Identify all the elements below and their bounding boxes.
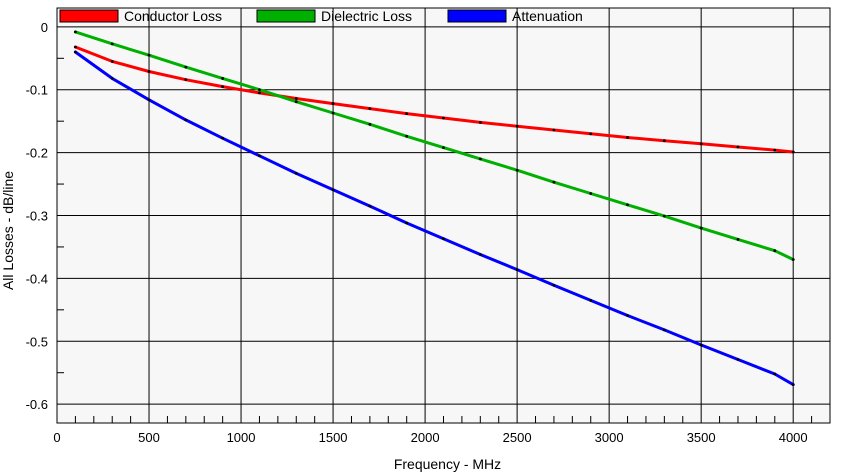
series-2-point-17 xyxy=(699,343,703,347)
y-tick-label-1: -0.1 xyxy=(26,83,48,98)
legend-swatch-1 xyxy=(256,9,316,23)
series-0-point-19 xyxy=(773,148,777,152)
series-1-point-13 xyxy=(552,180,556,184)
series-2-point-3 xyxy=(184,118,188,122)
series-0-point-15 xyxy=(626,136,629,139)
y-tick-label-3: -0.3 xyxy=(26,209,48,224)
y-tick-label-4: -0.4 xyxy=(26,271,48,286)
y-tick-label-6: -0.6 xyxy=(26,397,48,412)
series-1-point-0 xyxy=(74,30,77,34)
y-tick-labels: 0 -0.1 -0.2 -0.3 -0.4 -0.5 -0.6 xyxy=(26,20,48,412)
series-1-point-14 xyxy=(589,192,593,195)
series-0-point-5 xyxy=(258,91,261,95)
x-tick-label-8: 4000 xyxy=(779,430,808,445)
series-0-point-7 xyxy=(331,102,335,105)
y-tick-label-0: 0 xyxy=(41,20,48,35)
series-0-point-8 xyxy=(368,107,372,111)
x-tick-label-2: 1000 xyxy=(227,430,256,445)
series-1-point-19 xyxy=(773,249,777,253)
series-1-point-17 xyxy=(699,226,703,230)
series-2-point-5 xyxy=(258,154,261,158)
legend: Conductor Loss Dielectric Loss Attenuation xyxy=(59,8,583,24)
series-0-point-10 xyxy=(442,116,445,120)
series-1-point-15 xyxy=(626,203,629,207)
x-tick-label-3: 1500 xyxy=(319,430,348,445)
series-2-point-15 xyxy=(626,314,629,317)
legend-label-1: Dielectric Loss xyxy=(321,8,412,24)
series-1-point-16 xyxy=(662,214,666,218)
series-2-point-11 xyxy=(478,253,482,256)
legend-label-0: Conductor Loss xyxy=(124,8,222,24)
series-1-point-12 xyxy=(515,168,519,172)
series-0-point-1 xyxy=(110,60,114,63)
series-2-point-10 xyxy=(442,237,445,241)
series-2-point-4 xyxy=(221,136,225,140)
series-1-point-9 xyxy=(405,134,409,138)
series-0-point-6 xyxy=(294,97,298,100)
series-2-point-16 xyxy=(662,328,666,332)
series-1-point-8 xyxy=(368,122,372,126)
series-1-point-11 xyxy=(478,157,482,161)
series-1-point-2 xyxy=(147,53,151,57)
x-tick-label-4: 2000 xyxy=(411,430,440,445)
series-0-point-3 xyxy=(184,78,188,82)
x-tick-label-1: 500 xyxy=(138,430,160,445)
series-0-point-18 xyxy=(736,145,740,149)
x-tick-label-0: 0 xyxy=(53,430,60,445)
series-1-point-7 xyxy=(331,111,335,115)
series-0-point-17 xyxy=(699,142,703,146)
series-0-point-12 xyxy=(515,124,519,128)
series-2-point-6 xyxy=(294,171,298,175)
series-1-point-4 xyxy=(221,77,225,80)
series-2-point-0 xyxy=(74,50,77,54)
x-tick-label-6: 3000 xyxy=(595,430,624,445)
series-0-point-20 xyxy=(791,150,795,154)
x-tick-labels: 0 500 1000 1500 2000 2500 3000 3500 4000 xyxy=(53,430,807,445)
series-2-point-9 xyxy=(405,221,409,225)
series-2-point-7 xyxy=(331,188,335,192)
series-1-point-10 xyxy=(442,146,445,149)
series-1-point-5 xyxy=(258,88,261,92)
series-0-point-4 xyxy=(221,85,225,88)
series-2-point-8 xyxy=(368,204,372,208)
x-tick-label-7: 3500 xyxy=(687,430,716,445)
series-1-point-18 xyxy=(736,237,740,241)
y-tick-label-5: -0.5 xyxy=(26,334,48,349)
series-0-point-9 xyxy=(405,112,409,116)
series-layer xyxy=(73,30,795,387)
series-2-point-2 xyxy=(147,98,151,102)
series-0-point-11 xyxy=(478,121,482,124)
series-1-point-20 xyxy=(791,258,795,261)
series-0-point-2 xyxy=(147,70,151,73)
series-0-point-16 xyxy=(662,139,666,143)
series-2-point-13 xyxy=(552,283,556,287)
series-0-point-14 xyxy=(589,132,593,136)
legend-label-2: Attenuation xyxy=(512,8,583,24)
series-2-point-18 xyxy=(736,358,740,361)
series-2-point-20 xyxy=(791,383,795,387)
series-2-point-12 xyxy=(515,268,519,271)
series-0-point-0 xyxy=(74,45,77,49)
legend-swatch-2 xyxy=(447,9,507,23)
y-tick-label-2: -0.2 xyxy=(26,146,48,161)
series-0-point-13 xyxy=(552,128,556,132)
series-1-point-3 xyxy=(184,65,188,69)
series-2-point-14 xyxy=(589,298,593,302)
x-axis-title: Frequency - MHz xyxy=(394,456,501,472)
minor-ticks xyxy=(57,57,831,423)
series-2-point-1 xyxy=(110,77,114,80)
grid xyxy=(56,8,830,423)
series-1-point-6 xyxy=(294,100,298,104)
series-2-point-19 xyxy=(773,372,777,376)
y-axis-title: All Losses - dB/line xyxy=(0,171,16,290)
x-tick-label-5: 2500 xyxy=(503,430,532,445)
series-1-point-1 xyxy=(110,42,114,46)
legend-swatch-0 xyxy=(59,9,119,23)
